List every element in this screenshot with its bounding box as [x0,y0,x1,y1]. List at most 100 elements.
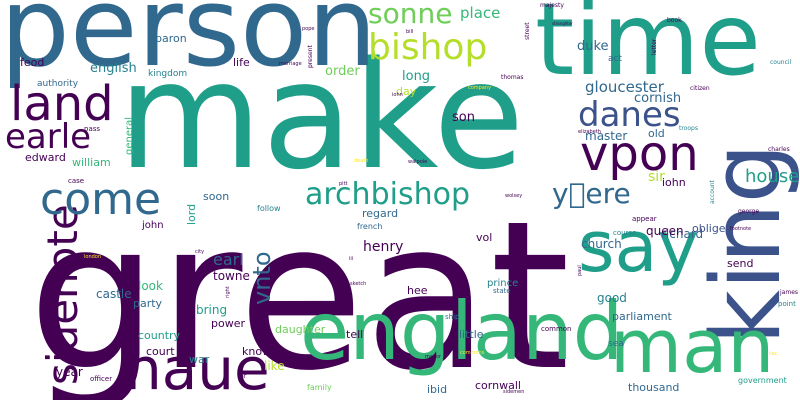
cloud-word: william [72,156,111,169]
cloud-word: man [610,304,775,390]
cloud-word: pass [84,125,101,133]
cloud-word: vnto [248,251,276,305]
cloud-word: sonne [368,0,453,30]
cloud-word: commons [460,350,485,356]
cloud-word: place [460,4,501,22]
cloud-word: prince [487,278,519,289]
cloud-word: duke [577,39,609,54]
cloud-word: power [211,317,245,330]
cloud-word: right [225,286,231,298]
cloud-word: year [56,365,83,379]
cloud-word: case [68,177,85,185]
cloud-word: time [535,0,761,98]
cloud-word: like [264,359,285,373]
cloud-word: order [325,64,360,79]
cloud-word: french [357,222,383,231]
cloud-word: life [233,56,250,69]
cloud-word: know [242,345,272,358]
cloud-word: citizen [690,85,710,92]
cloud-word: majesty [540,2,564,9]
cloud-word: iii [349,256,354,262]
cloud-word: elizabeth [578,129,601,135]
cloud-word: richard [661,227,704,241]
cloud-word: long [402,69,431,84]
cloud-word: land [10,76,114,132]
cloud-word: country [138,329,181,342]
cloud-word: george [738,208,760,215]
cloud-word: death [354,158,369,164]
cloud-word: church [581,237,622,251]
cloud-word: queen [646,224,684,238]
cloud-word: wolsey [505,193,523,199]
cloud-word: send [727,257,754,270]
cloud-word: soon [203,190,230,203]
cloud-word: book [667,17,682,24]
cloud-word: castle [96,287,132,301]
cloud-word: stronghter [552,21,573,26]
cloud-word: paul [577,265,583,276]
cloud-word: party [133,297,163,310]
cloud-word: bishop [368,27,488,68]
cloud-word: court [146,345,175,358]
cloud-word: y ere [552,177,631,210]
cloud-word: point [778,300,796,308]
cloud-word: archbishop [305,177,470,212]
cloud-word: england [300,285,624,378]
cloud-word: old [648,127,665,140]
cloud-word: authority [37,79,79,89]
cloud-word: course [613,229,637,237]
cloud-word: cornwall [475,379,521,392]
cloud-word: thomas [501,74,524,81]
cloud-word: haue [125,335,270,400]
cloud-word: follow [257,204,281,213]
cloud-word: good [597,291,627,305]
cloud-word: city [195,249,205,255]
cloud-word: james [780,289,799,296]
cloud-word: regard [362,207,399,220]
cloud-word: council [770,59,792,66]
cloud-word: present [307,45,314,68]
cloud-word: english [90,61,137,76]
cloud-word: gloucester [585,78,664,96]
cloud-word: little [459,328,484,341]
cloud-word: cornish [634,91,682,106]
cloud-word: iohn [392,92,403,98]
cloud-word: company [468,85,492,91]
cloud-word: tax [769,351,777,357]
cloud-word: earle [5,117,92,157]
cloud-word: master [585,129,628,143]
cloud-word: hee [407,284,428,297]
cloud-word: tell [346,328,364,341]
cloud-word: walpole [408,159,428,165]
cloud-word: towne [213,269,250,283]
cloud-word: sketch [350,281,367,287]
cloud-word: oblige [692,222,726,235]
cloud-word: act [608,54,622,64]
cloud-word: government [738,376,787,385]
cloud-word: parliament [612,310,672,323]
cloud-word: danes [578,95,681,135]
cloud-word: come [40,174,162,225]
cloud-word: london [84,254,102,260]
cloud-word: lord [185,203,198,225]
cloud-word: look [138,279,163,293]
cloud-word: mayor [425,354,442,360]
cloud-word: marriage [279,61,302,67]
cloud-word: earl [213,250,244,269]
cloud-word: sir [648,169,665,185]
cloud-word: troops [679,125,698,132]
cloud-word: son [452,110,475,125]
cloud-word: bring [196,303,228,317]
cloud-word: say [578,206,699,288]
cloud-word: letter [651,38,658,55]
cloud-word: person [0,0,378,91]
cloud-word: sea [608,339,624,349]
cloud-word: war [189,353,210,366]
cloud-word: footnote [730,226,752,232]
cloud-word: henry [363,239,404,255]
cloud-word: appear [632,215,657,223]
cloud-word: great [28,178,571,400]
cloud-word: pope [302,26,315,32]
cloud-word: vol [476,231,493,244]
